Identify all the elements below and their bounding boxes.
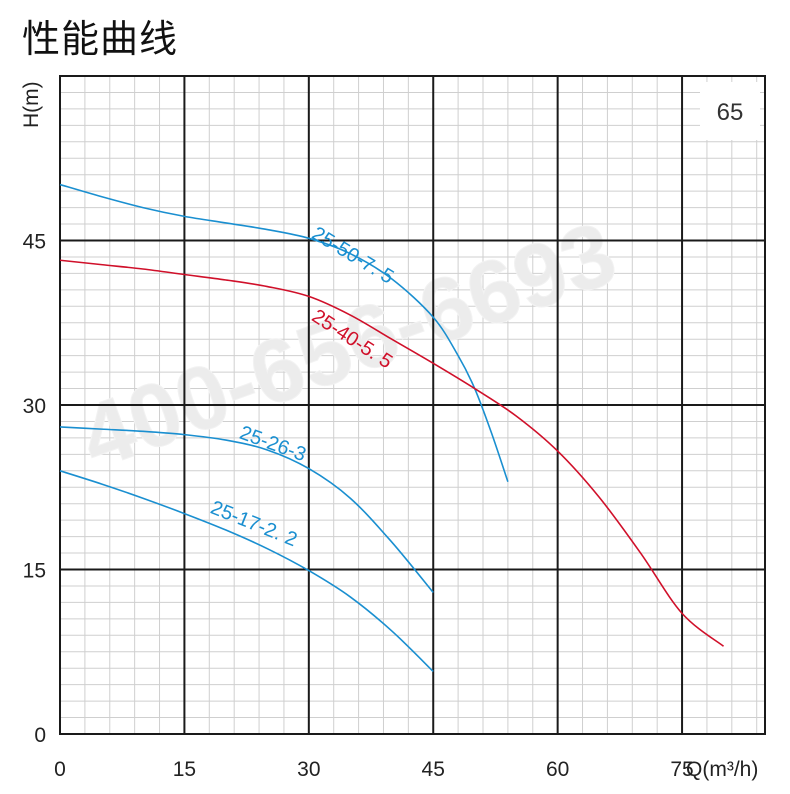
x-tick-label: 30 [297, 758, 320, 781]
chart-badge-box [700, 82, 760, 140]
y-axis-label: H(m) [20, 81, 43, 128]
major-grid [59, 75, 766, 735]
x-tick-label: 45 [422, 758, 445, 781]
y-tick-label: 0 [34, 724, 46, 747]
x-tick-label: 15 [173, 758, 196, 781]
x-tick-label: 0 [54, 758, 66, 781]
tick-labels: 0 15 30 45 60 75 0 15 30 45 [23, 231, 694, 782]
chart-badge: 65 [717, 99, 744, 126]
curve-25-50-7.5 [59, 183, 509, 483]
plot-frame [59, 75, 766, 735]
curve-25-26-3 [59, 426, 434, 594]
curve-label: 25-26-3 [237, 422, 309, 466]
x-tick-label: 75 [670, 758, 693, 781]
page-title: 性能曲线 [22, 17, 179, 61]
curves [59, 183, 725, 673]
curve-25-40-5.5 [59, 259, 725, 647]
y-tick-label: 15 [23, 560, 46, 583]
x-axis-label: Q(m³/h) [686, 758, 758, 781]
x-tick-label: 60 [546, 758, 569, 781]
curve-25-17-2.2 [59, 470, 434, 673]
y-tick-label: 30 [23, 395, 46, 418]
y-tick-label: 45 [23, 231, 46, 254]
